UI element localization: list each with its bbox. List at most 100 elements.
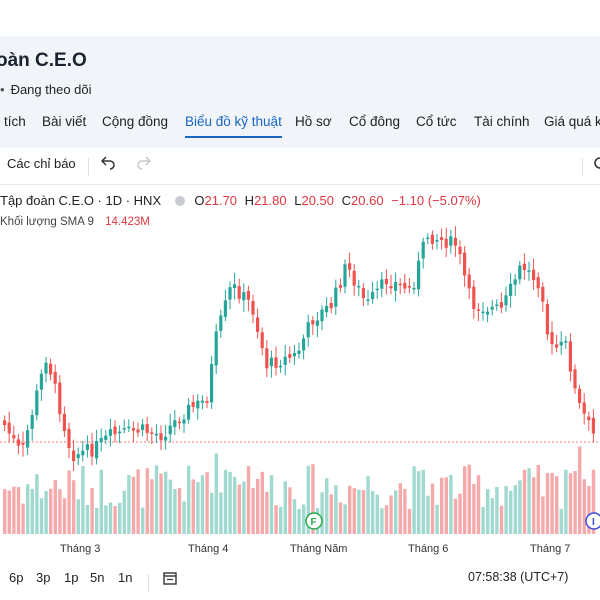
volume-label: Khối lượng SMA 9	[0, 216, 94, 228]
candle-body	[591, 417, 595, 434]
candle-body	[72, 450, 76, 462]
tab-technical-chart[interactable]: Biểu đồ kỹ thuật	[185, 114, 282, 138]
volume-bar	[509, 490, 513, 534]
volume-bar	[30, 488, 34, 534]
page-header	[0, 36, 600, 148]
candle-body	[283, 356, 287, 365]
volume-bar	[200, 475, 205, 534]
volume-bar	[127, 474, 131, 534]
volume-bar	[407, 508, 412, 534]
candle-body	[279, 365, 283, 368]
range-1n[interactable]: 1n	[118, 570, 133, 585]
volume-bar	[297, 508, 301, 534]
candle-body	[398, 283, 402, 286]
candle-body	[219, 315, 223, 331]
collapse-icon[interactable]	[174, 196, 185, 206]
event-marker-f[interactable]	[305, 512, 323, 530]
volume-bar	[532, 477, 536, 534]
candle-body	[145, 424, 149, 433]
candle-body	[325, 305, 329, 313]
undo-icon[interactable]	[100, 154, 116, 173]
volume-bar	[269, 475, 274, 534]
range-1p[interactable]: 1p	[64, 570, 79, 585]
redo-icon[interactable]	[136, 154, 152, 173]
volume-bar	[223, 469, 228, 534]
range-6p[interactable]: 6p	[9, 570, 24, 585]
gear-icon[interactable]	[592, 155, 600, 174]
event-marker-i[interactable]	[585, 512, 600, 530]
candle-body	[30, 415, 34, 429]
volume-bar	[122, 490, 126, 534]
candle-body	[16, 439, 20, 446]
volume-bar	[467, 464, 471, 534]
volume-bar	[329, 494, 333, 534]
volume-bar	[256, 478, 260, 534]
candle-body	[159, 433, 163, 441]
toolbar-divider	[88, 158, 89, 176]
low-label: L	[294, 193, 302, 208]
price-chart[interactable]: Tháng 3 Tháng 4 Tháng Năm Tháng 6 Tháng 7 F I	[0, 185, 600, 565]
candle-body	[573, 369, 577, 389]
tab-finance[interactable]: Tài chính	[474, 114, 530, 129]
volume-bar	[555, 476, 559, 534]
candle-body	[380, 279, 384, 289]
candle-body	[113, 426, 117, 435]
tab-community[interactable]: Cộng đồng	[102, 114, 169, 129]
candle-body	[233, 284, 237, 289]
candle-body	[559, 341, 563, 346]
candle-body	[509, 283, 513, 296]
follow-status[interactable]: • Đang theo dõi	[0, 82, 92, 97]
tab-dividends[interactable]: Cổ tức	[416, 114, 457, 129]
high-value: 21.80	[254, 193, 287, 208]
clock-time: 07:58:38 (UTC+7)	[468, 570, 569, 584]
tab-profile[interactable]: Hồ sơ	[295, 114, 332, 129]
candle-body	[44, 362, 48, 374]
volume-bar	[164, 471, 168, 534]
range-3p[interactable]: 3p	[36, 570, 51, 585]
tab-price-history[interactable]: Giá quá k	[544, 114, 600, 129]
candle-body	[12, 435, 16, 439]
volume-bar	[251, 488, 255, 534]
volume-bar	[403, 488, 407, 534]
candle-body	[7, 422, 11, 434]
volume-bar	[95, 507, 99, 534]
tab-articles[interactable]: Bài viết	[42, 114, 87, 129]
volume-bar	[343, 504, 347, 534]
candle-body	[458, 246, 462, 255]
range-5n[interactable]: 5n	[90, 570, 105, 585]
close-value: 20.60	[351, 193, 384, 208]
volume-bar	[49, 488, 53, 534]
volume-bar	[541, 496, 545, 534]
candle-body	[214, 331, 218, 366]
volume-bar	[62, 498, 67, 534]
candle-body	[403, 282, 407, 289]
volume-bar	[228, 471, 232, 534]
volume-bar	[375, 494, 379, 534]
candle-body	[375, 288, 379, 291]
tab-shareholders[interactable]: Cổ đông	[349, 114, 401, 129]
indicators-button[interactable]: Các chỉ báo	[7, 156, 76, 171]
close-label: C	[341, 193, 352, 208]
volume-bar	[12, 486, 16, 534]
candle-body	[444, 238, 448, 248]
tab-analysis[interactable]: tích	[4, 114, 26, 129]
candle-body	[555, 344, 559, 348]
volume-bar	[394, 490, 398, 534]
candle-body	[3, 420, 7, 426]
candle-body	[228, 287, 232, 300]
volume-bar	[573, 471, 577, 534]
candle-body	[164, 436, 168, 441]
volume-bar	[150, 479, 154, 534]
bottom-bar: 6p 3p 1p 5n 1n 07:58:38 (UTC+7)	[0, 564, 600, 600]
calendar-range-icon[interactable]	[162, 570, 178, 589]
candle-body	[426, 237, 430, 240]
volume-bar	[113, 506, 117, 534]
volume-bar	[177, 487, 182, 534]
candle-body	[352, 270, 356, 286]
chart-toolbar: Các chỉ báo	[0, 148, 600, 185]
volume-bar	[288, 487, 292, 534]
volume-bar	[421, 469, 425, 534]
candle-body	[550, 332, 554, 345]
volume-bar	[481, 507, 485, 534]
symbol-label: Tập đoàn C.E.O · 1D · HNX	[0, 193, 162, 208]
